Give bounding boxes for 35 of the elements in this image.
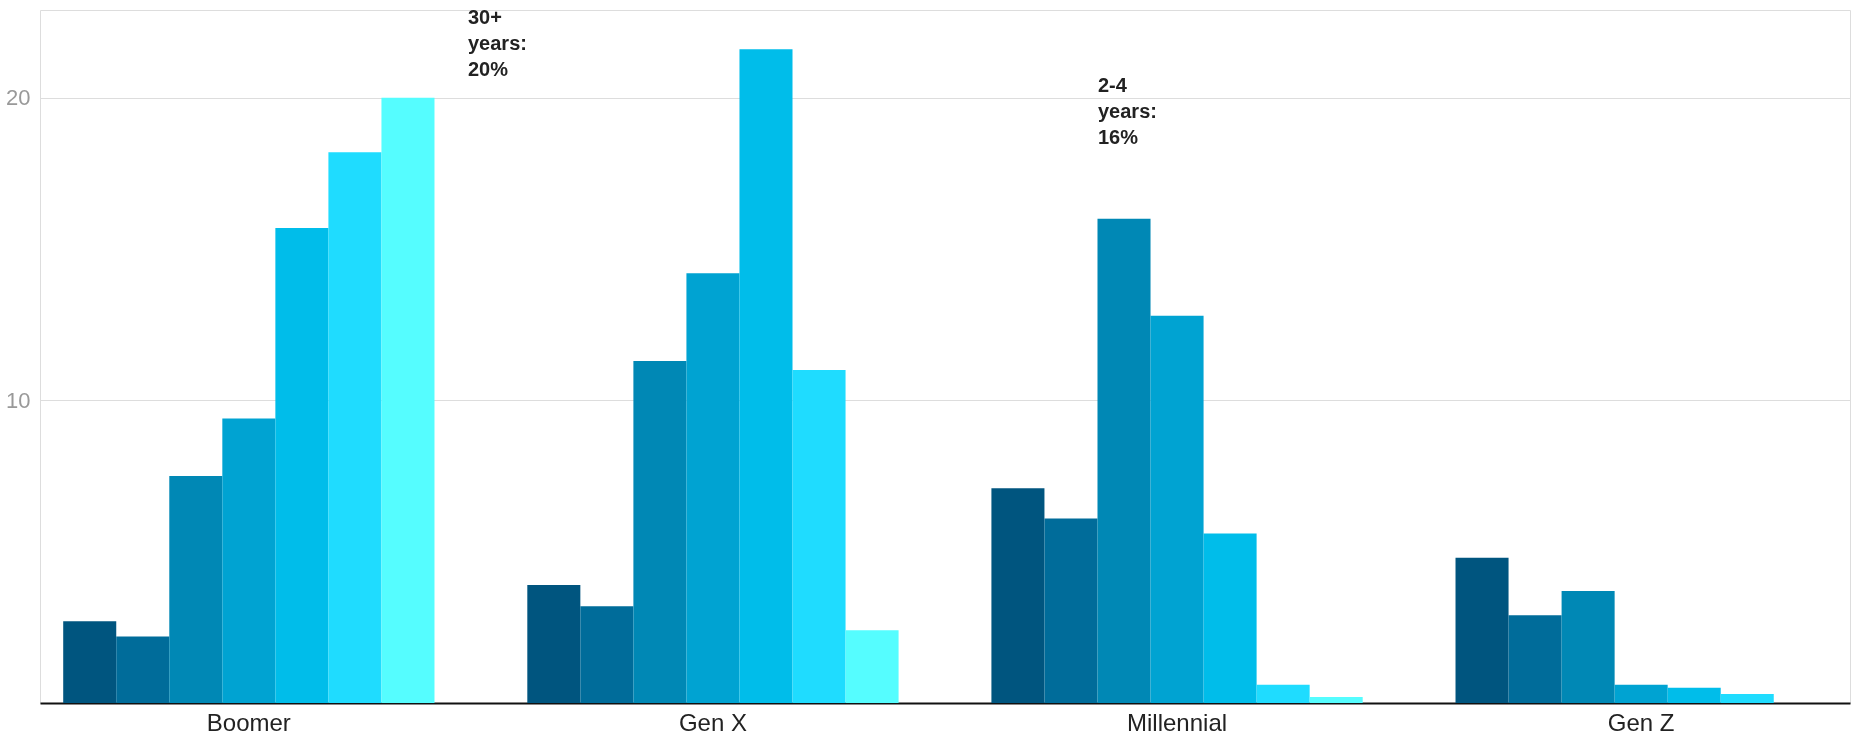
- bar: [1614, 684, 1668, 703]
- bar: [580, 606, 634, 703]
- bar: [381, 97, 435, 703]
- bar: [1044, 518, 1098, 703]
- bar: [686, 273, 740, 703]
- bar: [633, 361, 687, 703]
- annotation: 2-4 years: 16%: [1098, 74, 1157, 148]
- annotation: 30+ years: 20%: [468, 6, 527, 80]
- bar: [275, 227, 329, 703]
- bar: [63, 621, 117, 703]
- bar: [328, 152, 382, 703]
- bar: [792, 370, 846, 703]
- bar: [116, 636, 170, 703]
- bar: [169, 476, 223, 703]
- bar: [527, 584, 581, 703]
- y-tick-label: 20: [6, 85, 31, 111]
- bar: [222, 418, 276, 703]
- x-tick-label: Gen X: [678, 708, 747, 736]
- x-tick-label: Millennial: [1127, 708, 1228, 736]
- bar: [1097, 218, 1151, 703]
- bar: [1203, 533, 1257, 703]
- bar: [845, 630, 899, 703]
- x-tick-label: Gen Z: [1607, 708, 1675, 736]
- bar: [991, 488, 1045, 703]
- y-tick-label: 10: [6, 387, 31, 413]
- bar: [1720, 693, 1774, 703]
- bar: [1508, 615, 1562, 703]
- bar: [1561, 591, 1615, 703]
- bar: [1455, 557, 1509, 703]
- bar: [1256, 684, 1310, 703]
- bar: [1667, 687, 1721, 703]
- bar: [1150, 315, 1204, 703]
- x-tick-label: Boomer: [206, 708, 291, 736]
- bar: [1309, 696, 1363, 703]
- bar: [739, 49, 793, 703]
